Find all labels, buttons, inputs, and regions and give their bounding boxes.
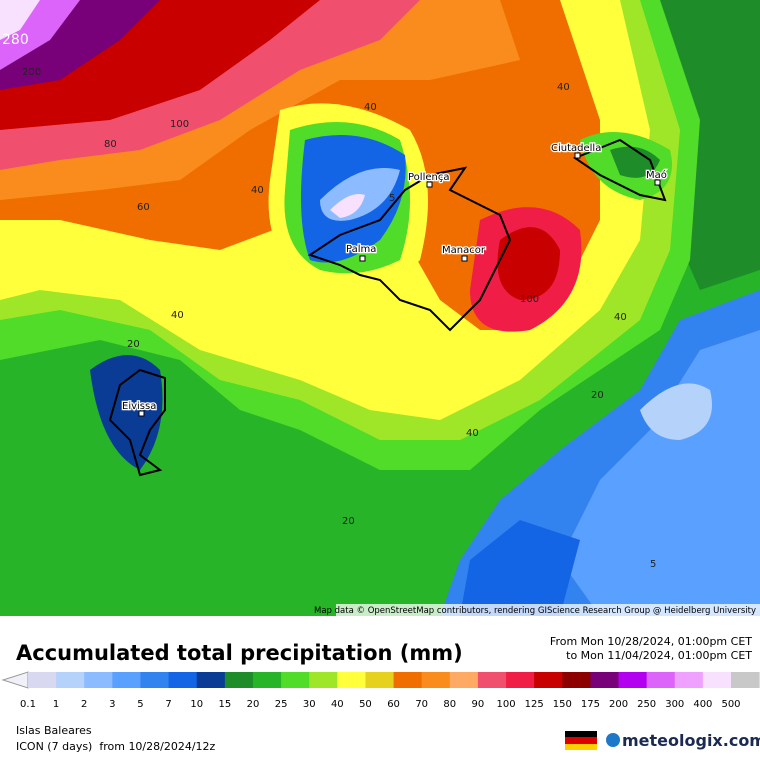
place-label: Manacor xyxy=(442,245,486,256)
contour-label: 20 xyxy=(591,390,604,401)
flag xyxy=(565,731,597,750)
colorbar-label: 400 xyxy=(693,699,712,710)
colorbar-cell xyxy=(534,672,563,688)
contour-label: 40 xyxy=(557,82,570,93)
contour-label: 20 xyxy=(342,516,355,527)
colorbar-label: 300 xyxy=(665,699,684,710)
colorbar-cell xyxy=(731,672,760,688)
place-label: Palma xyxy=(346,244,376,255)
colorbar-cell xyxy=(646,672,676,688)
legend-title: Accumulated total precipitation (mm) xyxy=(16,641,463,665)
colorbar-cell xyxy=(702,672,732,688)
contour-label: 40 xyxy=(364,102,377,113)
colorbar-label: 50 xyxy=(359,699,372,710)
colorbar-cell xyxy=(28,672,57,688)
colorbar-label: 200 xyxy=(609,699,628,710)
colorbar-label: 70 xyxy=(415,699,428,710)
colorbar-cell xyxy=(140,672,170,688)
colorbar-label: 80 xyxy=(443,699,456,710)
colorbar-cell xyxy=(196,672,226,688)
colorbar-cell xyxy=(252,672,282,688)
colorbar-label: 20 xyxy=(247,699,260,710)
contour-label: 60 xyxy=(137,202,150,213)
colorbar-cell xyxy=(562,672,591,688)
colorbar-cell xyxy=(365,672,395,688)
contour-label: 200 xyxy=(22,67,41,78)
contour-label: 40 xyxy=(251,185,264,196)
colorbar-cell xyxy=(224,672,254,688)
contour-label: 5 xyxy=(650,559,656,570)
colorbar-cell xyxy=(393,672,423,688)
contour-label: 40 xyxy=(171,310,184,321)
period-from: From Mon 10/28/2024, 01:00pm CET xyxy=(550,635,752,648)
colorbar-cell xyxy=(674,672,704,688)
colorbar-cell xyxy=(112,672,141,688)
colorbar-cell xyxy=(421,672,451,688)
colorbar-label: 30 xyxy=(303,699,316,710)
logo-icon xyxy=(606,733,620,747)
colorbar-cell xyxy=(590,672,620,688)
contour-label: 100 xyxy=(170,119,189,130)
contour-label: 280 xyxy=(2,32,29,48)
period-to: to Mon 11/04/2024, 01:00pm CET xyxy=(566,649,752,662)
colorbar-cell xyxy=(84,672,113,688)
place-label: Maó xyxy=(646,169,667,181)
colorbar-cell xyxy=(309,672,338,688)
map: 280 200 100 80 60 40 40 40 40 40 40 100 … xyxy=(0,0,760,616)
colorbar-label: 60 xyxy=(387,699,400,710)
colorbar-label: 1 xyxy=(53,699,59,710)
colorbar-label: 90 xyxy=(472,699,485,710)
colorbar: 0.1 1 2 3 5 7 10 15 20 25 30 40 50 60 70 80 90 100 125 150 1… xyxy=(20,672,760,710)
place-label: Eivissa xyxy=(122,401,156,412)
model: ICON (7 days) from 10/28/2024/12z xyxy=(16,740,216,753)
colorbar-cell xyxy=(618,672,648,688)
contour-label: 40 xyxy=(466,428,479,439)
colorbar-label: 5 xyxy=(137,699,143,710)
colorbar-label: 3 xyxy=(109,699,115,710)
colorbar-arrow-low xyxy=(1,671,29,689)
place-label: Ciutadella xyxy=(551,143,601,154)
colorbar-label: 15 xyxy=(218,699,231,710)
contour-label: 80 xyxy=(104,139,117,150)
colorbar-cell xyxy=(281,672,310,688)
colorbar-cell xyxy=(56,672,85,688)
colorbar-label: 250 xyxy=(637,699,656,710)
colorbar-cell xyxy=(337,672,366,688)
colorbar-label: 500 xyxy=(721,699,740,710)
brand: meteologix.com xyxy=(622,731,760,750)
colorbar-cell xyxy=(477,672,507,688)
colorbar-label: 0.1 xyxy=(20,699,36,710)
contour-label: 100 xyxy=(520,294,539,305)
colorbar-cell xyxy=(449,672,479,688)
colorbar-label: 175 xyxy=(581,699,600,710)
colorbar-cell xyxy=(168,672,198,688)
colorbar-label: 25 xyxy=(275,699,288,710)
colorbar-label: 150 xyxy=(553,699,572,710)
colorbar-label: 125 xyxy=(525,699,544,710)
contour-label: 40 xyxy=(614,312,627,323)
places: Pollença Palma Manacor Ciutadella Maó Ei… xyxy=(121,142,668,417)
colorbar-label: 2 xyxy=(81,699,87,710)
colorbar-cell xyxy=(506,672,535,688)
colorbar-label: 10 xyxy=(190,699,203,710)
legend: Accumulated total precipitation (mm) Fro… xyxy=(1,635,760,753)
colorbar-label: 100 xyxy=(496,699,515,710)
region: Islas Baleares xyxy=(16,724,92,737)
contour-label: 20 xyxy=(127,339,140,350)
colorbar-label: 40 xyxy=(331,699,344,710)
colorbar-label: 7 xyxy=(165,699,171,710)
contour-label: 5 xyxy=(389,193,395,204)
place-label: Pollença xyxy=(408,172,449,183)
attribution: Map data © OpenStreetMap contributors, r… xyxy=(314,606,756,616)
